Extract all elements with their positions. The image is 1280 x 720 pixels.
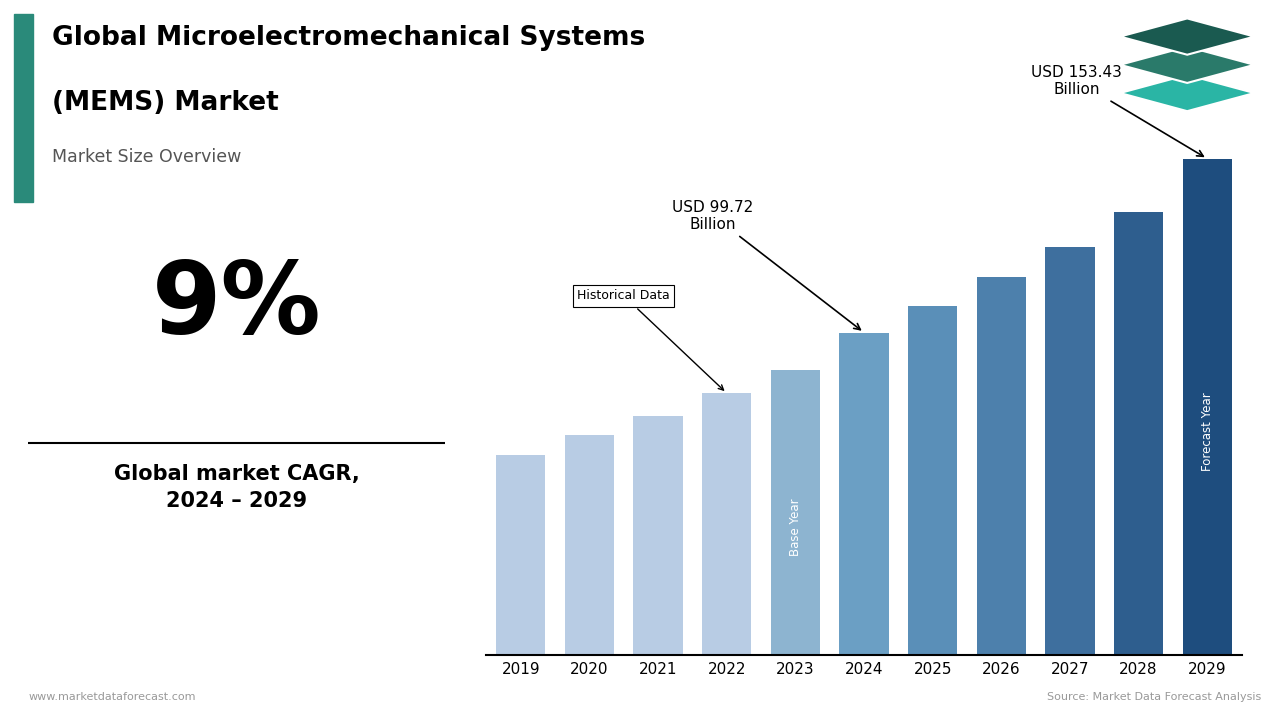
Text: Historical Data: Historical Data xyxy=(577,289,723,390)
Bar xyxy=(977,276,1027,655)
Text: Global market CAGR,
2024 – 2029: Global market CAGR, 2024 – 2029 xyxy=(114,464,360,510)
Bar xyxy=(497,454,545,655)
Bar xyxy=(634,415,682,655)
Polygon shape xyxy=(1120,19,1254,55)
Bar xyxy=(908,306,957,655)
Text: USD 153.43
Billion: USD 153.43 Billion xyxy=(1032,65,1203,156)
Text: Market Size Overview: Market Size Overview xyxy=(52,148,242,166)
Polygon shape xyxy=(1120,47,1254,83)
Bar xyxy=(1183,158,1231,655)
Bar xyxy=(1046,248,1094,655)
Text: Global Microelectromechanical Systems: Global Microelectromechanical Systems xyxy=(52,25,645,51)
Text: 9%: 9% xyxy=(152,258,321,354)
Polygon shape xyxy=(1120,75,1254,111)
Bar xyxy=(771,370,820,655)
Text: Source: Market Data Forecast Analysis: Source: Market Data Forecast Analysis xyxy=(1047,692,1261,702)
Bar xyxy=(701,393,751,655)
Text: Base Year: Base Year xyxy=(788,498,801,556)
Text: USD 99.72
Billion: USD 99.72 Billion xyxy=(672,199,860,330)
Bar xyxy=(840,333,888,655)
Text: (MEMS) Market: (MEMS) Market xyxy=(52,90,279,116)
Text: www.marketdataforecast.com: www.marketdataforecast.com xyxy=(28,692,196,702)
Bar xyxy=(1114,212,1164,655)
Bar xyxy=(564,435,614,655)
Text: Forecast Year: Forecast Year xyxy=(1201,392,1213,471)
Bar xyxy=(14,14,33,202)
